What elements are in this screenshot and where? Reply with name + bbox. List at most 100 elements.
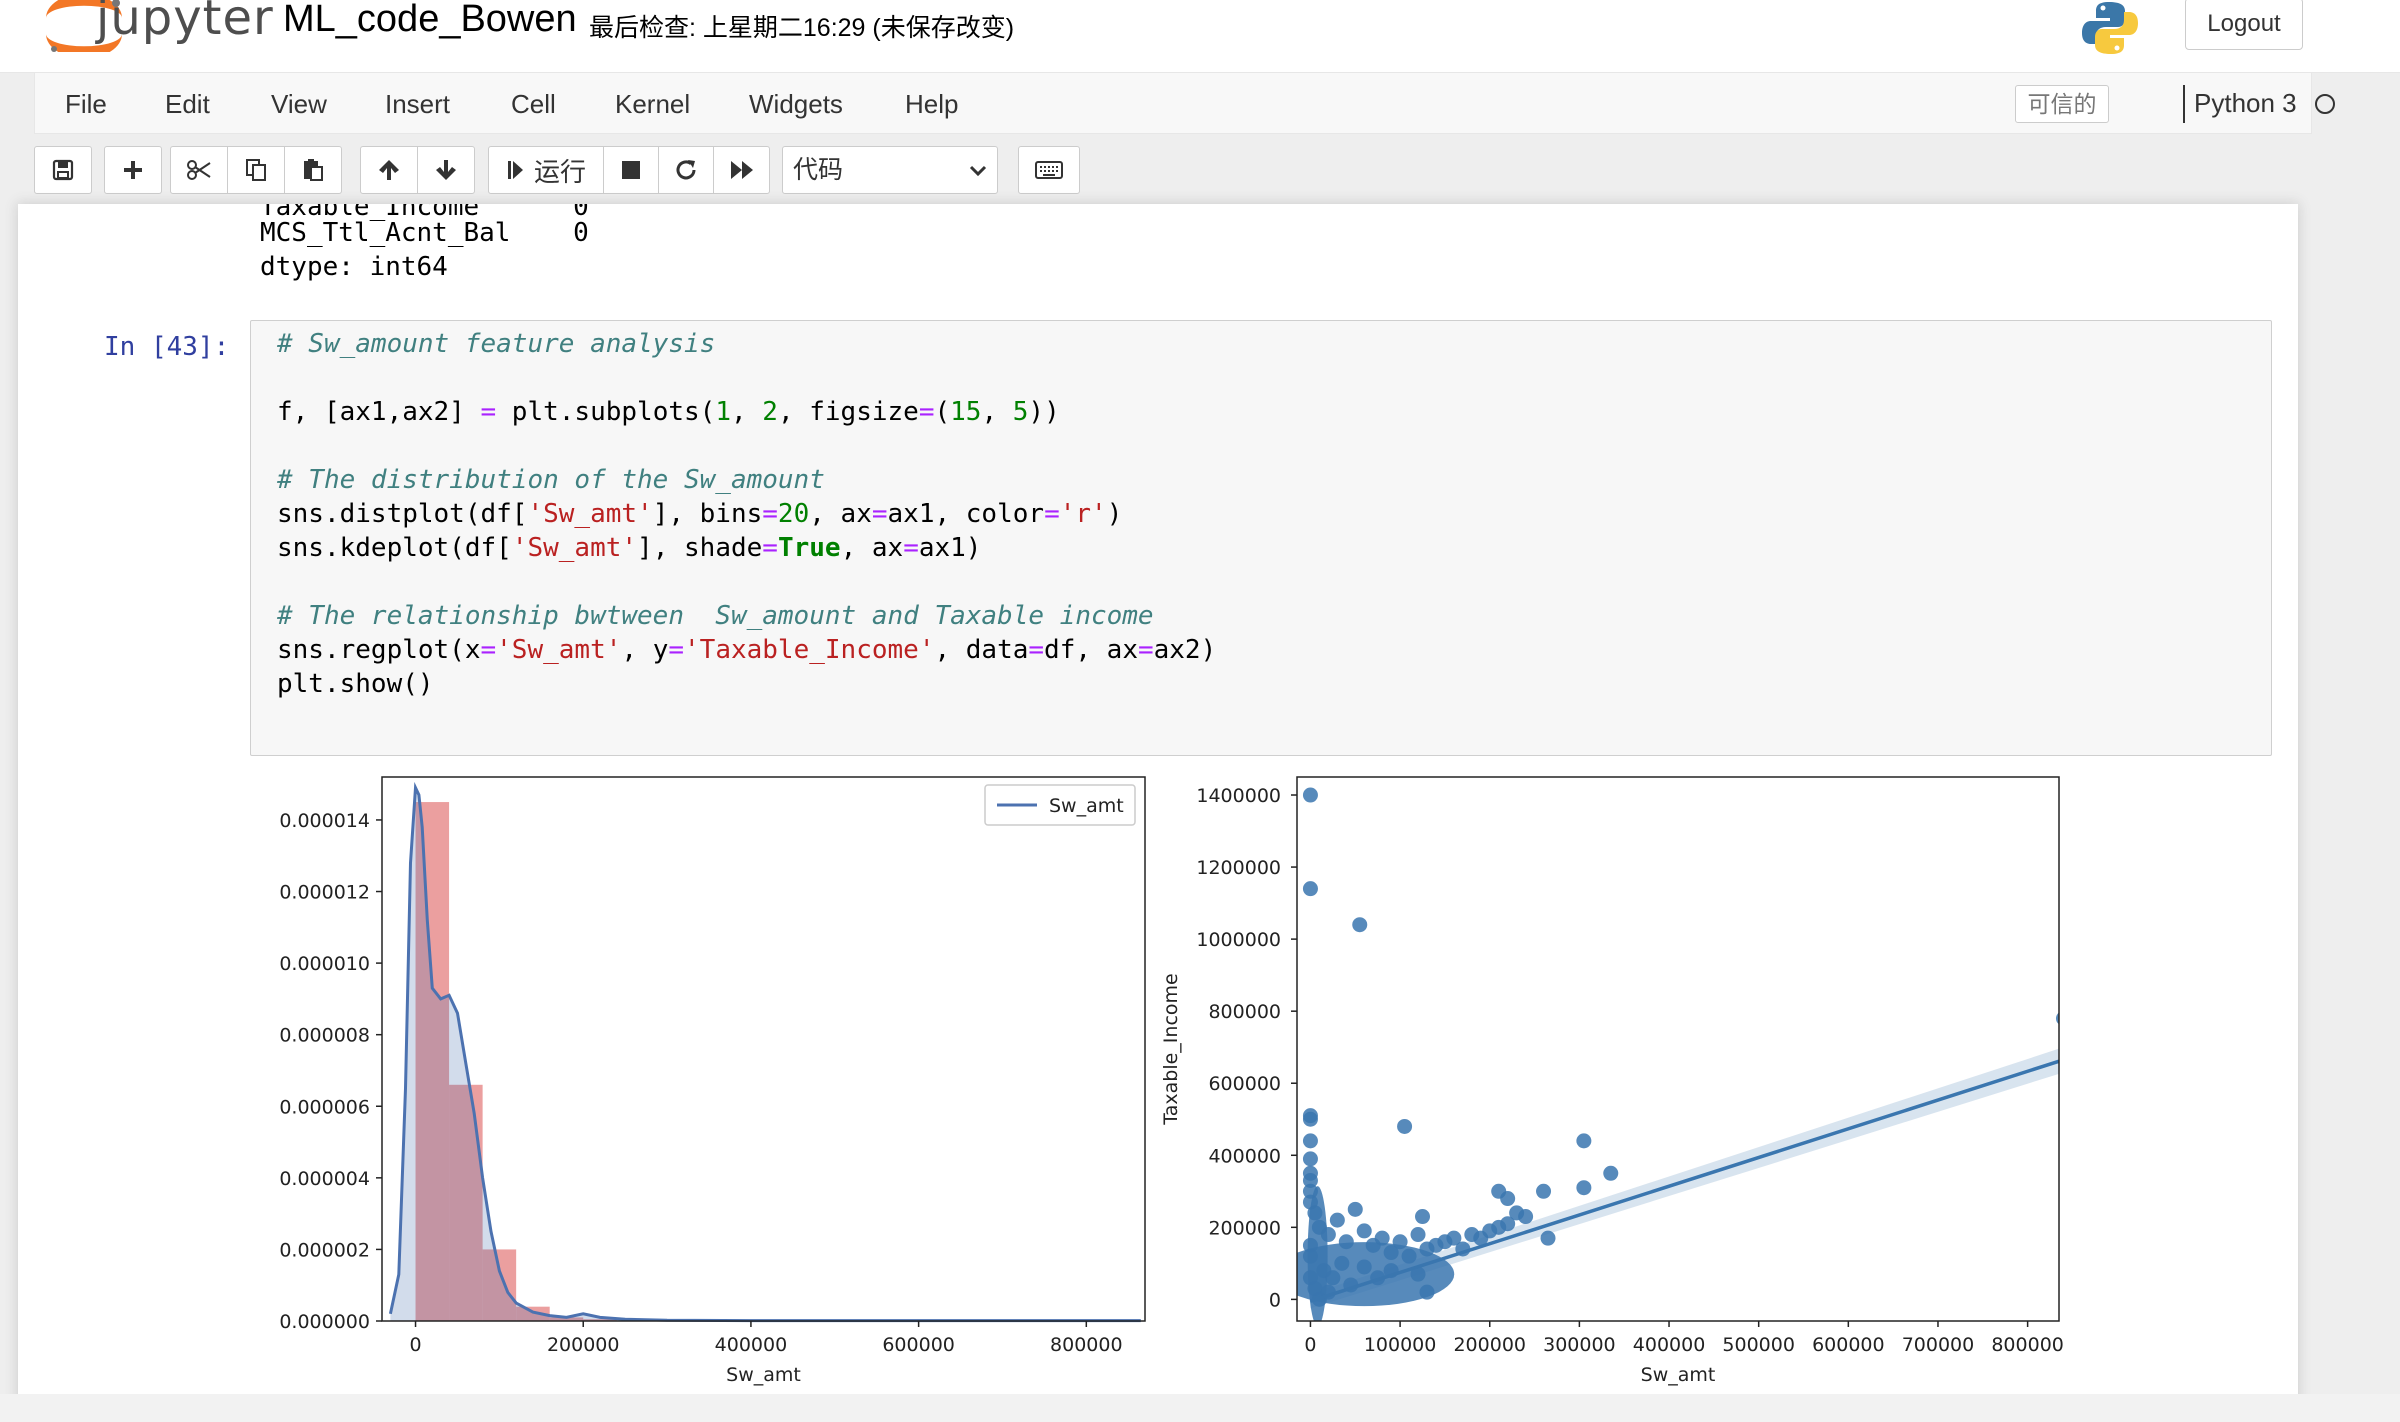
x-axis-label: Sw_amt — [1641, 1364, 1716, 1386]
jupyter-logo-text[interactable]: jupyter — [96, 0, 274, 46]
scatter-point — [1347, 1201, 1363, 1217]
y-tick-label: 0 — [1269, 1289, 1281, 1311]
scatter-point — [1302, 1237, 1318, 1253]
save-button[interactable] — [34, 146, 92, 194]
checkpoint-status: 最后检查: 上星期二16:29 (未保存改变) — [589, 14, 1015, 42]
restart-run-all-button[interactable] — [713, 146, 770, 194]
code-line: sns.distplot(df['Sw_amt'], bins=20, ax=a… — [277, 499, 1123, 529]
command-palette-button[interactable] — [1018, 146, 1080, 194]
y-tick-label: 0.000002 — [279, 1239, 370, 1261]
menu-help[interactable]: Help — [905, 89, 959, 119]
refresh-icon — [676, 160, 696, 180]
regression-line — [1309, 1059, 2059, 1303]
y-axis-label: Taxable_Income — [1160, 973, 1182, 1125]
x-tick-label: 800000 — [1991, 1334, 2064, 1356]
scatter-point — [1302, 1133, 1318, 1149]
scatter-point — [1302, 1172, 1318, 1188]
legend-box — [984, 784, 1136, 826]
scatter-point — [1415, 1209, 1431, 1225]
scatter-point — [1307, 1205, 1323, 1221]
histogram-bar — [516, 1306, 550, 1321]
scatter-point — [1338, 1234, 1354, 1250]
menu-widgets[interactable]: Widgets — [749, 89, 843, 119]
code-line: sns.kdeplot(df['Sw_amt'], shade=True, ax… — [277, 533, 982, 563]
scatter-point — [1356, 1259, 1372, 1275]
arrow-up-icon — [379, 160, 399, 180]
scatter-point — [1536, 1183, 1552, 1199]
y-tick-label: 0.000010 — [279, 953, 370, 975]
python-logo-icon — [2082, 2, 2138, 54]
legend-label: Sw_amt — [1049, 795, 1124, 817]
scatter-point — [1397, 1118, 1413, 1134]
y-tick-label: 0.000012 — [279, 882, 370, 904]
histogram-bar — [482, 1249, 517, 1321]
scatter-point — [1518, 1209, 1534, 1225]
y-tick-label: 0.000006 — [279, 1096, 370, 1118]
histogram-bar — [583, 1319, 617, 1321]
cut-button[interactable] — [170, 146, 228, 194]
menu-kernel[interactable]: Kernel — [615, 89, 691, 119]
logout-button[interactable]: Logout — [2185, 0, 2303, 50]
scatter-point — [1419, 1284, 1435, 1300]
previous-output-line: MCS_Ttl_Acnt_Bal 0 — [260, 218, 589, 248]
move-up-button[interactable] — [360, 146, 418, 194]
jupyter-logo[interactable] — [40, 0, 260, 52]
y-tick-label: 0.000004 — [279, 1168, 370, 1190]
insert-cell-button[interactable] — [104, 146, 162, 194]
x-tick-label: 0 — [1304, 1334, 1316, 1356]
x-tick-label: 800000 — [1050, 1334, 1123, 1356]
menu-insert[interactable]: Insert — [385, 89, 451, 119]
plot-area — [1297, 787, 2059, 1321]
trusted-indicator[interactable]: 可信的 — [2015, 85, 2109, 123]
x-tick-label: 200000 — [547, 1334, 620, 1356]
x-tick-label: 400000 — [715, 1334, 788, 1356]
x-axis-label: Sw_amt — [726, 1364, 801, 1386]
y-tick-label: 800000 — [1208, 1001, 1281, 1023]
scatter-point — [1302, 1111, 1318, 1127]
x-tick-label: 500000 — [1722, 1334, 1795, 1356]
scatter-point — [1352, 917, 1368, 933]
arrow-down-icon — [436, 160, 456, 180]
kernel-name[interactable]: Python 3 — [2194, 88, 2297, 118]
y-tick-label: 600000 — [1208, 1073, 1281, 1095]
menu-cell[interactable]: Cell — [511, 89, 556, 119]
scatter-point — [1576, 1180, 1592, 1196]
paste-button[interactable] — [284, 146, 342, 194]
previous-output-line: dtype: int64 — [260, 252, 448, 282]
menu-file[interactable]: File — [65, 89, 107, 119]
code-line: # The relationship bwtween Sw_amount and… — [277, 601, 1154, 631]
menu-edit[interactable]: Edit — [165, 89, 210, 119]
y-tick-label: 200000 — [1208, 1217, 1281, 1239]
menubar: File Edit View Insert Cell Kernel Widget… — [34, 72, 2335, 134]
scatter-point — [1302, 1183, 1318, 1199]
scatter-point — [1302, 1248, 1318, 1264]
paste-icon — [304, 159, 323, 181]
menu-view[interactable]: View — [271, 89, 327, 119]
notebook-title[interactable]: ML_code_Bowen — [283, 0, 577, 40]
kde-line — [388, 781, 1141, 1323]
code-cell-input[interactable]: # Sw_amount feature analysis f, [ax1,ax2… — [250, 320, 2272, 756]
move-down-button[interactable] — [417, 146, 475, 194]
scatter-point — [1356, 1223, 1372, 1239]
y-tick-label: 0.000014 — [279, 810, 370, 832]
restart-button[interactable] — [658, 146, 714, 194]
scatter-point — [1500, 1191, 1516, 1207]
code-line: plt.show() — [277, 669, 434, 699]
kernel-idle-icon — [2315, 94, 2335, 114]
scissors-icon — [187, 160, 211, 180]
scatter-point — [1329, 1212, 1345, 1228]
scatter-point — [1302, 1151, 1318, 1167]
cell-type-select[interactable]: 代码 — [782, 146, 998, 194]
scatter-point — [1302, 881, 1318, 897]
x-tick-label: 600000 — [882, 1334, 955, 1356]
scatter-point — [1392, 1234, 1408, 1250]
chevron-down-icon — [969, 165, 987, 177]
copy-button[interactable] — [227, 146, 285, 194]
scatter-point — [1410, 1227, 1426, 1243]
run-button[interactable]: 运行 — [488, 146, 604, 194]
plot-frame — [1296, 776, 2060, 1322]
interrupt-button[interactable] — [603, 146, 659, 194]
plot-frame — [381, 776, 1146, 1322]
scatter-point — [1302, 787, 1318, 803]
scatter-point — [1500, 1216, 1516, 1232]
